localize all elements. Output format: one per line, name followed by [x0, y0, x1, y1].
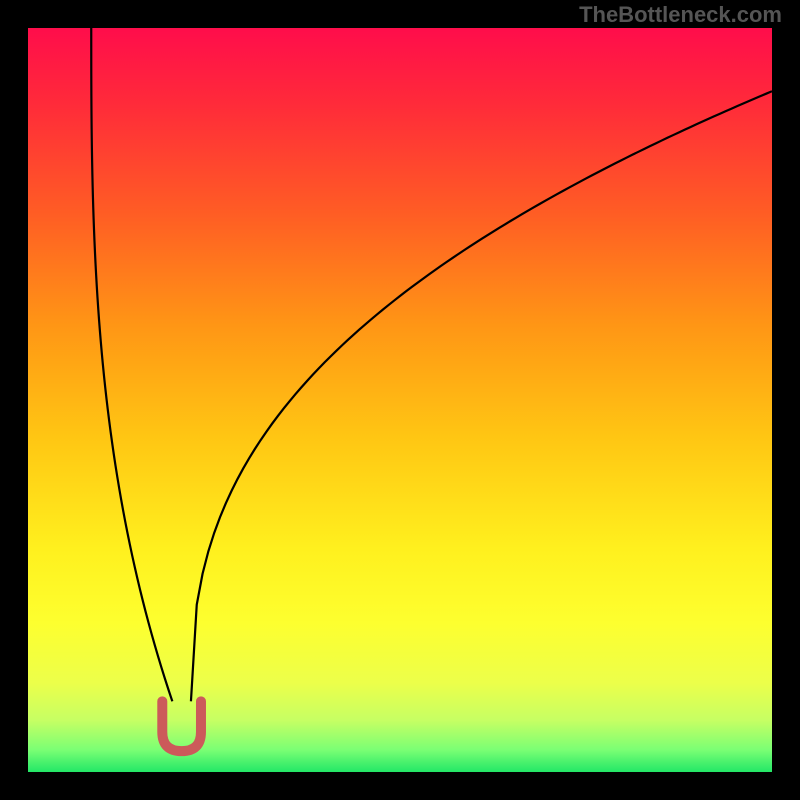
watermark-text: TheBottleneck.com: [579, 2, 782, 28]
curve-layer: [28, 28, 772, 772]
right-curve-branch: [191, 91, 772, 701]
left-curve-branch: [91, 28, 172, 701]
notch-u-shape: [162, 701, 201, 751]
chart-container: TheBottleneck.com: [0, 0, 800, 800]
plot-area: [28, 28, 772, 772]
